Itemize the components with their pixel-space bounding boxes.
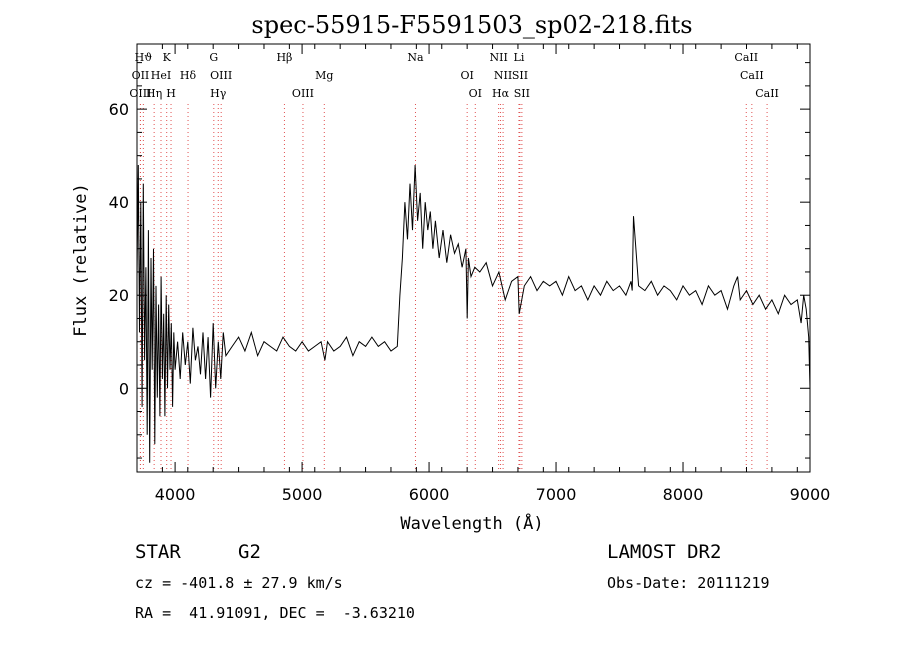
- y-axis-label: Flux (relative): [71, 183, 91, 337]
- survey-name: LAMOST DR2: [607, 541, 722, 563]
- coordinates: RA = 41.91091, DEC = -3.63210: [135, 604, 415, 622]
- y-tick-label: 60: [109, 100, 129, 119]
- x-tick-label: 4000: [155, 485, 196, 504]
- line-marker-label: OI: [469, 87, 482, 100]
- line-marker-label: Hγ: [210, 87, 227, 100]
- line-marker-label: Hη: [146, 87, 162, 100]
- line-marker-label: Na: [407, 51, 424, 64]
- line-marker-label: SII: [512, 69, 528, 82]
- line-marker-label: CaII: [734, 51, 758, 64]
- line-marker-label: Hϑ: [135, 51, 153, 64]
- line-marker-label: H: [166, 87, 176, 100]
- line-marker-label: OII: [132, 69, 150, 82]
- object-subclass: G2: [238, 541, 261, 563]
- axis-ticks: 4000 5000 6000 7000 8000 9000 0 20 40 60: [109, 44, 831, 504]
- x-tick-label: 6000: [409, 485, 450, 504]
- line-marker-label: CaII: [740, 69, 764, 82]
- spectrum-line: [136, 164, 811, 463]
- x-tick-label: 9000: [790, 485, 831, 504]
- x-tick-label: 7000: [536, 485, 577, 504]
- line-marker-label: CaII: [755, 87, 779, 100]
- y-tick-label: 40: [109, 193, 129, 212]
- line-marker-label: Hδ: [180, 69, 197, 82]
- line-marker-label: OIII: [292, 87, 314, 100]
- x-tick-label: 8000: [663, 485, 704, 504]
- line-marker-label: Li: [514, 51, 525, 64]
- y-tick-label: 0: [119, 379, 129, 398]
- line-marker-label: OIII: [129, 87, 151, 100]
- x-tick-label: 5000: [282, 485, 323, 504]
- line-marker-label: HeI: [151, 69, 171, 82]
- spectrum-series: [136, 164, 811, 463]
- chart-title: spec-55915-F5591503_sp02-218.fits: [251, 11, 692, 39]
- line-marker-label: G: [209, 51, 218, 64]
- line-marker-label: NII: [489, 51, 507, 64]
- line-marker-label: Mg: [315, 69, 333, 82]
- line-marker-label: OIII: [210, 69, 232, 82]
- line-marker-label: Hα: [492, 87, 510, 100]
- y-tick-label: 20: [109, 286, 129, 305]
- line-marker-label: Hβ: [276, 51, 292, 64]
- plot-frame: [136, 43, 811, 473]
- observation-date: Obs-Date: 20111219: [607, 574, 770, 592]
- line-marker-label: OI: [460, 69, 473, 82]
- x-axis-label: Wavelength (Å): [400, 512, 543, 534]
- line-marker-label: SII: [514, 87, 530, 100]
- object-type: STAR: [135, 541, 181, 563]
- redshift-velocity: cz = -401.8 ± 27.9 km/s: [135, 574, 343, 592]
- line-marker-label: K: [163, 51, 172, 64]
- line-marker-label: NII: [494, 69, 512, 82]
